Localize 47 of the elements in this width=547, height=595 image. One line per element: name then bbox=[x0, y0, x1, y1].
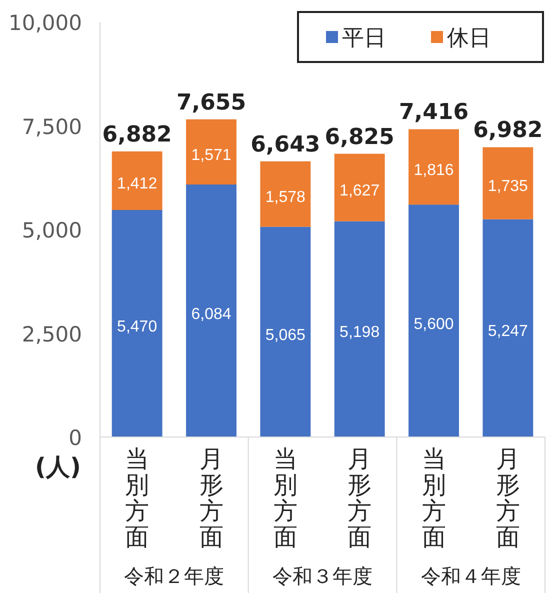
bar bbox=[186, 119, 236, 185]
bar bbox=[482, 219, 534, 437]
bar bbox=[186, 184, 236, 437]
total-label: 7,416 bbox=[398, 100, 469, 126]
data-label: 6,084 bbox=[191, 306, 232, 323]
x-tick-label: 月形方面 bbox=[496, 445, 520, 551]
bar bbox=[112, 210, 162, 437]
data-label: 1,816 bbox=[414, 162, 454, 179]
data-label: 5,470 bbox=[117, 318, 158, 336]
bar bbox=[408, 129, 459, 205]
y-tick-label: 7,500 bbox=[22, 114, 82, 139]
bar bbox=[112, 151, 162, 210]
total-label: 6,882 bbox=[102, 122, 172, 148]
text: 令和３年度 bbox=[272, 564, 372, 588]
bar bbox=[482, 147, 534, 220]
bar bbox=[334, 221, 385, 437]
x-tick-label: 月形方面 bbox=[199, 445, 224, 551]
data-label: 5,065 bbox=[265, 326, 306, 344]
x-tick-label: 当別方面 bbox=[422, 445, 446, 551]
total-label: 6,982 bbox=[473, 118, 543, 144]
x-tick-label: 当別方面 bbox=[125, 445, 150, 551]
x-tick-label: 当別方面 bbox=[273, 445, 298, 551]
y-tick-label: 2,500 bbox=[22, 322, 82, 346]
data-label: 5,247 bbox=[488, 323, 528, 340]
legend-label: 平日 bbox=[342, 26, 386, 51]
data-label: 1,627 bbox=[340, 182, 380, 200]
y-tick-label: 0 bbox=[68, 426, 82, 450]
text: 令和４年度 bbox=[420, 564, 521, 588]
data-label: 1,735 bbox=[488, 178, 528, 196]
y-axis-title: (人) bbox=[35, 453, 81, 481]
y-tick-label: 5,000 bbox=[22, 218, 82, 242]
bar bbox=[408, 204, 459, 437]
data-label: 5,600 bbox=[414, 316, 454, 333]
text: 令和２年度 bbox=[124, 564, 224, 588]
legend-label: 休日 bbox=[447, 26, 491, 51]
x-tick-label: 月形方面 bbox=[348, 445, 372, 551]
data-label: 1,412 bbox=[117, 176, 158, 193]
data-label: 5,198 bbox=[340, 324, 380, 342]
bar bbox=[260, 226, 311, 437]
total-label: 6,643 bbox=[250, 132, 320, 158]
data-label: 1,578 bbox=[265, 189, 306, 206]
total-label: 7,655 bbox=[176, 90, 246, 116]
bar bbox=[260, 161, 311, 227]
y-tick-label: 10,000 bbox=[8, 11, 82, 35]
bar bbox=[334, 154, 385, 222]
data-label: 1,571 bbox=[191, 146, 232, 164]
total-label: 6,825 bbox=[324, 124, 394, 150]
